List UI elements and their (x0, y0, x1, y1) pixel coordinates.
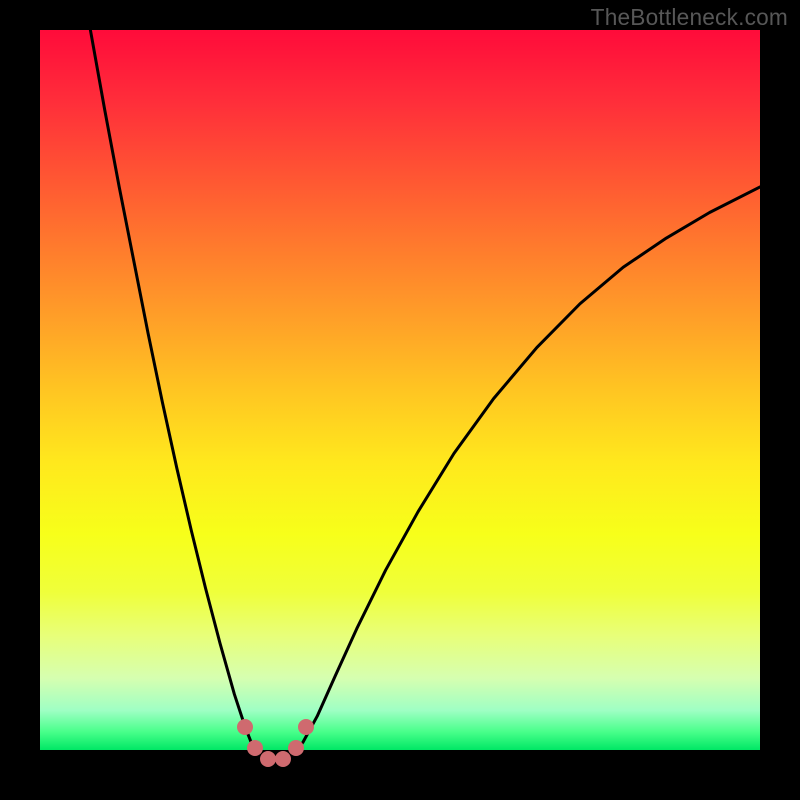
trough-marker (275, 751, 291, 767)
plot-area (40, 30, 760, 760)
trough-marker (298, 719, 314, 735)
chart-canvas: TheBottleneck.com (0, 0, 800, 800)
bottleneck-curve (40, 30, 760, 760)
trough-marker (288, 740, 304, 756)
trough-marker (237, 719, 253, 735)
attribution-text: TheBottleneck.com (591, 4, 788, 31)
trough-marker (260, 751, 276, 767)
curve-path (90, 30, 760, 760)
